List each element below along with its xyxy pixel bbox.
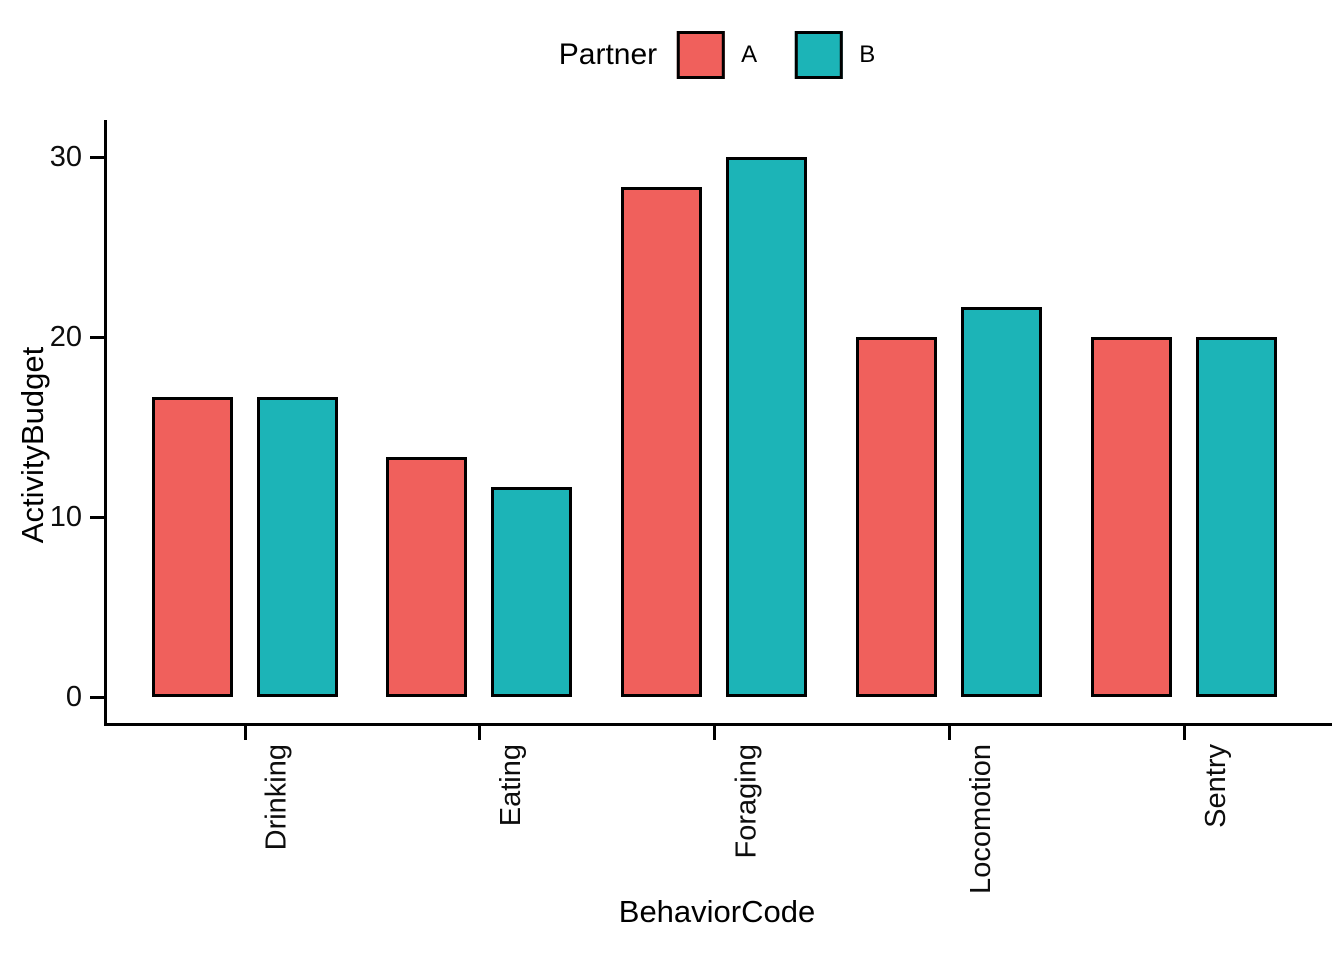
x-tick-label: Sentry <box>1200 744 1233 828</box>
bar-eating-b <box>491 486 573 697</box>
x-axis-line <box>104 723 1332 726</box>
bar-locomotion-b <box>961 306 1043 697</box>
bar-sentry-a <box>1091 337 1173 697</box>
x-tick-mark <box>478 726 482 740</box>
legend-item-b: B <box>795 31 875 79</box>
y-tick-mark <box>90 516 104 519</box>
legend-label-b: B <box>859 41 876 68</box>
bar-sentry-b <box>1196 337 1278 697</box>
legend-swatch-a <box>677 31 726 79</box>
legend-title: Partner <box>558 38 658 71</box>
x-tick-mark <box>243 726 247 740</box>
x-tick-mark <box>713 726 717 740</box>
x-tick-label: Locomotion <box>965 744 998 894</box>
x-tick-label: Drinking <box>260 744 293 851</box>
y-tick-label: 0 <box>65 681 82 713</box>
legend: Partner A B <box>559 30 875 80</box>
x-tick-mark <box>1183 726 1187 740</box>
x-tick-label: Eating <box>495 744 528 827</box>
bar-foraging-a <box>621 187 703 697</box>
bar-locomotion-a <box>856 337 938 697</box>
bar-foraging-b <box>726 157 808 697</box>
x-tick-mark <box>948 726 952 740</box>
bar-drinking-a <box>151 396 233 697</box>
y-tick-mark <box>90 336 104 339</box>
x-tick-label: Foraging <box>730 744 763 859</box>
x-axis-title: BehaviorCode <box>618 894 816 929</box>
bar-eating-a <box>386 457 468 697</box>
bar-drinking-b <box>256 396 338 697</box>
y-axis-title: ActivityBudget <box>15 346 50 544</box>
legend-item-a: A <box>677 31 795 79</box>
legend-label-a: A <box>741 41 758 68</box>
y-tick-mark <box>90 696 104 699</box>
y-axis-line <box>104 120 107 726</box>
y-tick-mark <box>90 156 104 159</box>
y-tick-label: 10 <box>49 501 82 533</box>
legend-swatch-b <box>795 31 844 79</box>
y-tick-label: 30 <box>49 141 82 173</box>
y-tick-label: 20 <box>49 321 82 353</box>
